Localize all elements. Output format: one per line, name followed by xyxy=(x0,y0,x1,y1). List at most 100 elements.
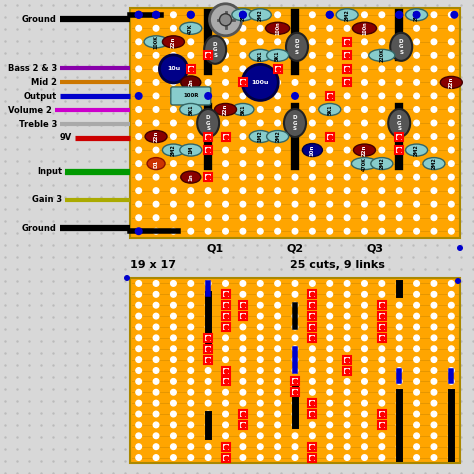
Circle shape xyxy=(275,107,281,112)
Circle shape xyxy=(379,357,384,363)
Circle shape xyxy=(379,401,384,406)
Circle shape xyxy=(205,313,211,319)
Circle shape xyxy=(379,26,384,31)
Circle shape xyxy=(414,346,419,352)
Circle shape xyxy=(171,292,176,297)
Circle shape xyxy=(171,346,176,352)
Circle shape xyxy=(431,401,437,406)
Circle shape xyxy=(257,444,263,449)
Ellipse shape xyxy=(181,171,201,183)
Circle shape xyxy=(414,401,419,406)
Circle shape xyxy=(275,401,281,406)
Circle shape xyxy=(431,147,437,153)
Text: 2M2: 2M2 xyxy=(240,9,246,21)
Circle shape xyxy=(310,422,315,428)
Circle shape xyxy=(205,93,211,99)
Circle shape xyxy=(396,422,402,428)
Circle shape xyxy=(448,39,454,45)
Circle shape xyxy=(310,401,315,406)
Circle shape xyxy=(223,161,228,166)
Circle shape xyxy=(223,174,228,180)
Circle shape xyxy=(396,134,402,139)
Circle shape xyxy=(292,390,298,395)
Circle shape xyxy=(344,281,350,286)
Circle shape xyxy=(292,357,298,363)
Bar xyxy=(204,51,212,59)
Circle shape xyxy=(171,324,176,330)
Circle shape xyxy=(205,390,211,395)
Circle shape xyxy=(292,455,298,460)
Circle shape xyxy=(448,228,454,234)
Circle shape xyxy=(171,26,176,31)
Circle shape xyxy=(275,228,281,234)
Bar xyxy=(343,38,351,46)
Ellipse shape xyxy=(204,36,226,64)
Circle shape xyxy=(448,335,454,341)
Circle shape xyxy=(396,147,402,153)
Circle shape xyxy=(153,324,159,330)
Circle shape xyxy=(257,401,263,406)
Circle shape xyxy=(292,66,298,72)
Circle shape xyxy=(362,26,367,31)
Circle shape xyxy=(414,39,419,45)
Circle shape xyxy=(362,228,367,234)
Circle shape xyxy=(257,174,263,180)
Text: 2M2: 2M2 xyxy=(379,158,384,170)
Circle shape xyxy=(310,174,315,180)
Circle shape xyxy=(431,66,437,72)
Circle shape xyxy=(171,379,176,384)
Text: 10u: 10u xyxy=(167,66,180,72)
Circle shape xyxy=(153,357,159,363)
Circle shape xyxy=(396,411,402,417)
Text: 5K1: 5K1 xyxy=(188,104,193,115)
Circle shape xyxy=(242,64,278,100)
Circle shape xyxy=(310,53,315,58)
Text: 22n: 22n xyxy=(171,36,176,47)
Circle shape xyxy=(153,444,159,449)
Circle shape xyxy=(136,444,141,449)
Circle shape xyxy=(310,368,315,374)
Circle shape xyxy=(431,80,437,85)
Circle shape xyxy=(223,228,228,234)
Text: Ground: Ground xyxy=(22,224,57,233)
Circle shape xyxy=(379,281,384,286)
Circle shape xyxy=(153,80,159,85)
Circle shape xyxy=(239,11,247,19)
Circle shape xyxy=(431,324,437,330)
Circle shape xyxy=(240,120,246,126)
Circle shape xyxy=(240,53,246,58)
Bar xyxy=(221,454,229,462)
Circle shape xyxy=(379,12,384,18)
Circle shape xyxy=(310,120,315,126)
Bar xyxy=(343,356,351,364)
Circle shape xyxy=(396,335,402,341)
Circle shape xyxy=(310,324,315,330)
Circle shape xyxy=(448,368,454,374)
Circle shape xyxy=(257,26,263,31)
Text: Q3: Q3 xyxy=(366,243,383,253)
Circle shape xyxy=(136,66,141,72)
Circle shape xyxy=(310,12,315,18)
Circle shape xyxy=(223,39,228,45)
Bar xyxy=(273,65,282,73)
Circle shape xyxy=(344,161,350,166)
Circle shape xyxy=(171,174,176,180)
Circle shape xyxy=(292,107,298,112)
Circle shape xyxy=(210,4,242,36)
Circle shape xyxy=(362,201,367,207)
Circle shape xyxy=(327,324,333,330)
Circle shape xyxy=(205,188,211,193)
Circle shape xyxy=(240,324,246,330)
Circle shape xyxy=(362,39,367,45)
Circle shape xyxy=(414,66,419,72)
Bar xyxy=(309,334,316,342)
Circle shape xyxy=(205,147,211,153)
Circle shape xyxy=(431,444,437,449)
Text: 22n: 22n xyxy=(154,131,158,142)
Circle shape xyxy=(344,80,350,85)
Circle shape xyxy=(223,444,228,449)
Circle shape xyxy=(344,357,350,363)
Circle shape xyxy=(275,188,281,193)
Circle shape xyxy=(187,11,195,19)
Circle shape xyxy=(396,228,402,234)
